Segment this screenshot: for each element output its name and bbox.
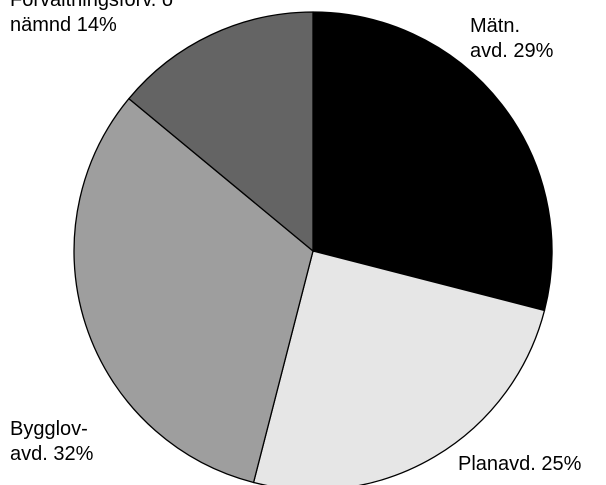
pie-slices	[74, 12, 552, 485]
slice-label-matn-avd: Mätn. avd. 29%	[470, 14, 553, 64]
slice-label-planavd: Planavd. 25%	[458, 452, 581, 477]
slice-label-bygglov-avd: Bygglov- avd. 32%	[10, 417, 93, 467]
slice-label-forvaltning-namnd: Förvaltningsförv. o nämnd 14%	[10, 0, 173, 38]
